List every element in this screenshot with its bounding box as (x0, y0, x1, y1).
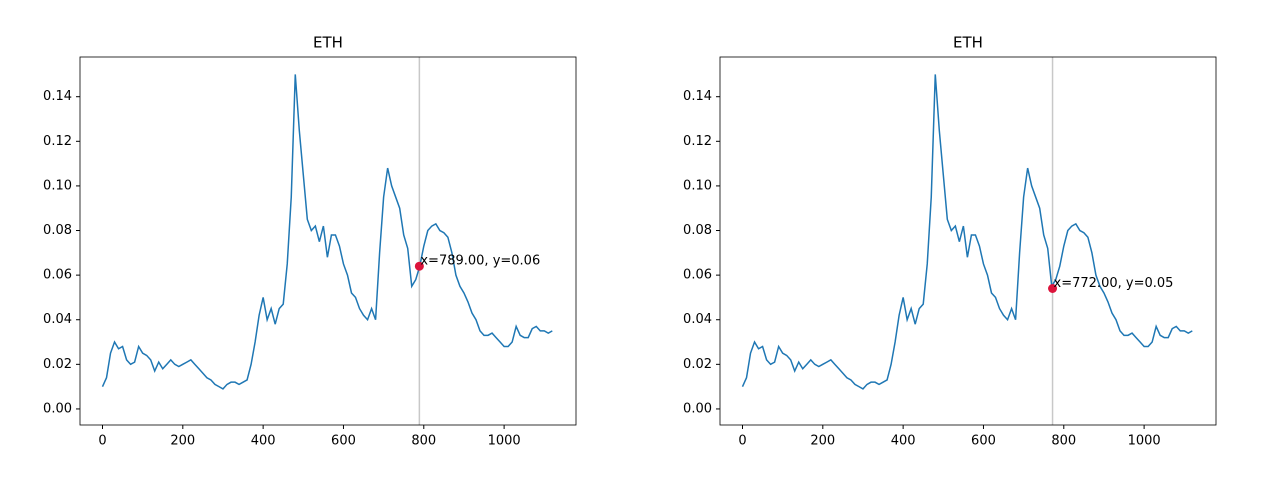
x-tick-label: 800 (411, 434, 436, 449)
x-tick-label: 0 (98, 434, 106, 449)
cursor-point (414, 261, 424, 271)
x-tick-label: 600 (331, 434, 356, 449)
y-tick-label: 0.10 (683, 178, 712, 193)
y-tick-label: 0.06 (43, 268, 72, 283)
y-tick-label: 0.00 (683, 401, 712, 416)
x-tick-label: 800 (1051, 434, 1076, 449)
y-tick-label: 0.04 (43, 312, 72, 327)
y-tick-label: 0.02 (683, 357, 712, 372)
x-tick-label: 400 (251, 434, 276, 449)
chart-title: ETH (313, 34, 343, 52)
y-tick-label: 0.06 (683, 268, 712, 283)
chart-title: ETH (953, 34, 983, 52)
axes-frame (719, 56, 1217, 426)
x-tick-label: 600 (971, 434, 996, 449)
y-tick-label: 0.02 (43, 357, 72, 372)
y-tick-label: 0.12 (683, 134, 712, 149)
y-tick-label: 0.12 (43, 134, 72, 149)
cursor-label: x=789.00, y=0.06 (420, 254, 540, 269)
x-tick-label: 400 (891, 434, 916, 449)
cursor-point (1048, 284, 1058, 294)
x-tick-label: 200 (810, 434, 835, 449)
x-tick-label: 1000 (1128, 434, 1161, 449)
y-tick-label: 0.08 (43, 223, 72, 238)
y-tick-label: 0.04 (683, 312, 712, 327)
y-tick-label: 0.08 (683, 223, 712, 238)
y-tick-label: 0.00 (43, 401, 72, 416)
line-series (101, 74, 553, 390)
y-tick-label: 0.10 (43, 178, 72, 193)
y-tick-label: 0.14 (43, 89, 72, 104)
line-series (741, 74, 1193, 390)
y-tick-label: 0.14 (683, 89, 712, 104)
x-tick-label: 1000 (488, 434, 521, 449)
x-tick-label: 200 (170, 434, 195, 449)
cursor-label: x=772.00, y=0.05 (1054, 276, 1174, 291)
axes-frame (79, 56, 577, 426)
x-tick-label: 0 (738, 434, 746, 449)
